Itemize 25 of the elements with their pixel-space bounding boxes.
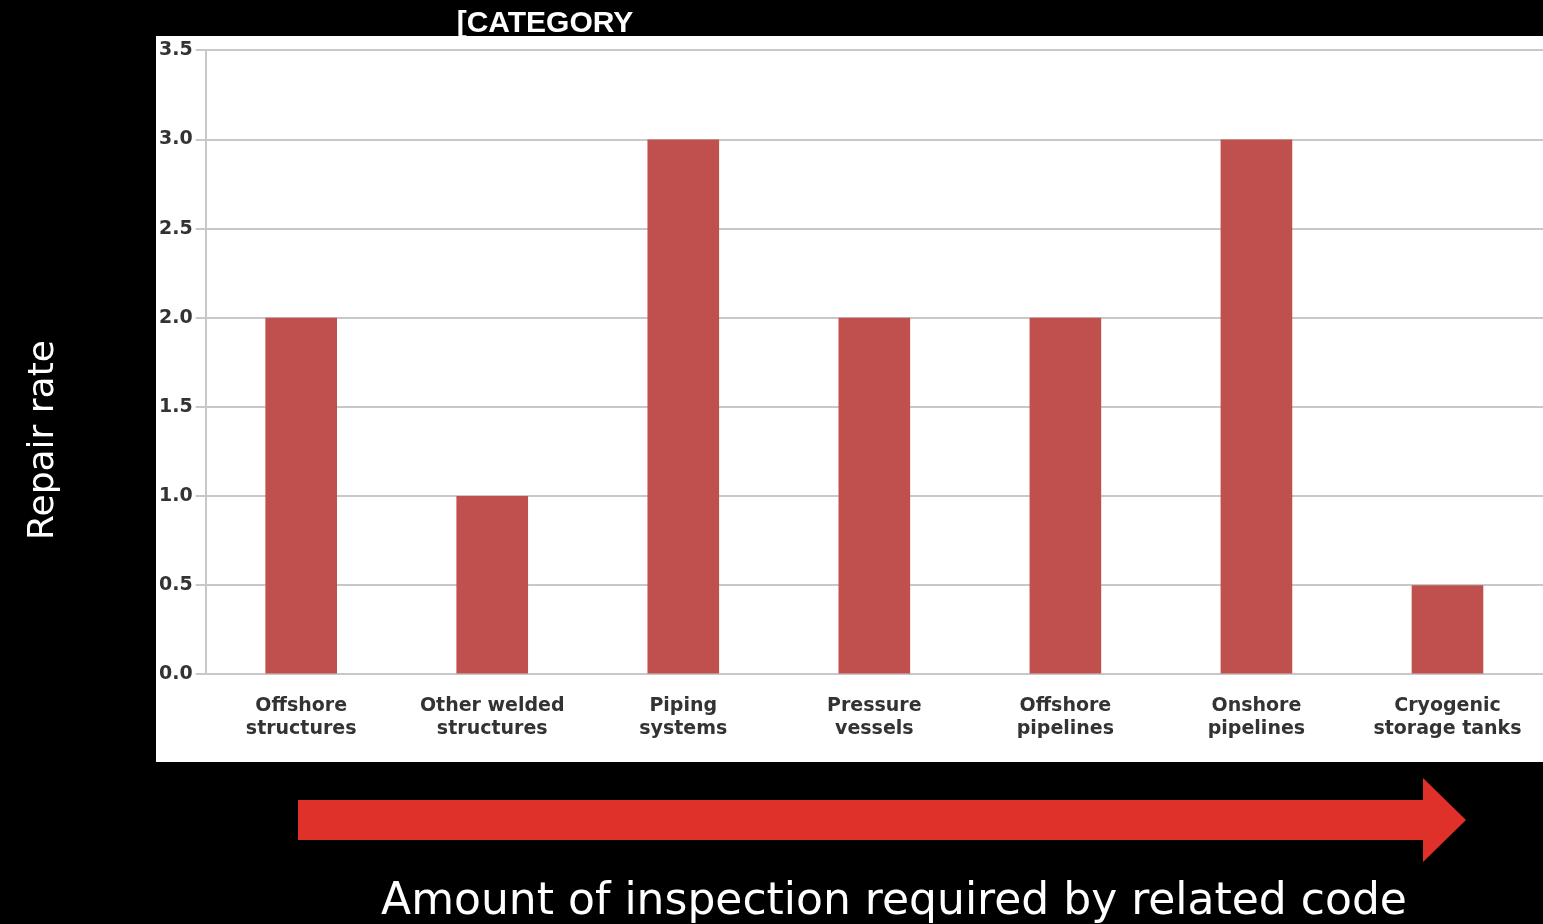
bar xyxy=(1220,139,1293,674)
x-tick-label: Offshore structures xyxy=(245,692,357,738)
y-axis-title: Repair rate xyxy=(19,340,61,540)
x-tick-label: Other welded structures xyxy=(419,692,565,738)
y-tick-label: 1.5 xyxy=(158,393,193,416)
y-tick-label: 3.0 xyxy=(158,126,193,149)
y-tick-label: 0.5 xyxy=(158,572,193,595)
y-tick-label: 2.5 xyxy=(158,215,193,238)
x-tick-label: Pressure vessels xyxy=(827,692,922,738)
x-tick-label: Piping systems xyxy=(639,692,728,738)
x-axis-title: Amount of inspection required by related code xyxy=(381,872,1407,924)
bar xyxy=(265,317,337,674)
x-tick-label: Offshore pipelines xyxy=(1016,692,1115,738)
bar xyxy=(456,496,529,674)
bar xyxy=(647,139,720,674)
bar xyxy=(1029,317,1102,674)
y-tick-label: 1.0 xyxy=(158,483,193,506)
x-tick-label: Onshore pipelines xyxy=(1207,692,1306,738)
bar xyxy=(838,317,911,674)
x-tick-label: Cryogenic storage tanks xyxy=(1373,692,1522,738)
bar xyxy=(1411,585,1484,674)
y-tick-label: 0.0 xyxy=(158,661,193,684)
y-tick-label: 3.5 xyxy=(158,37,193,60)
y-tick-label: 2.0 xyxy=(158,304,193,327)
text: [CATEGORY xyxy=(456,5,634,39)
